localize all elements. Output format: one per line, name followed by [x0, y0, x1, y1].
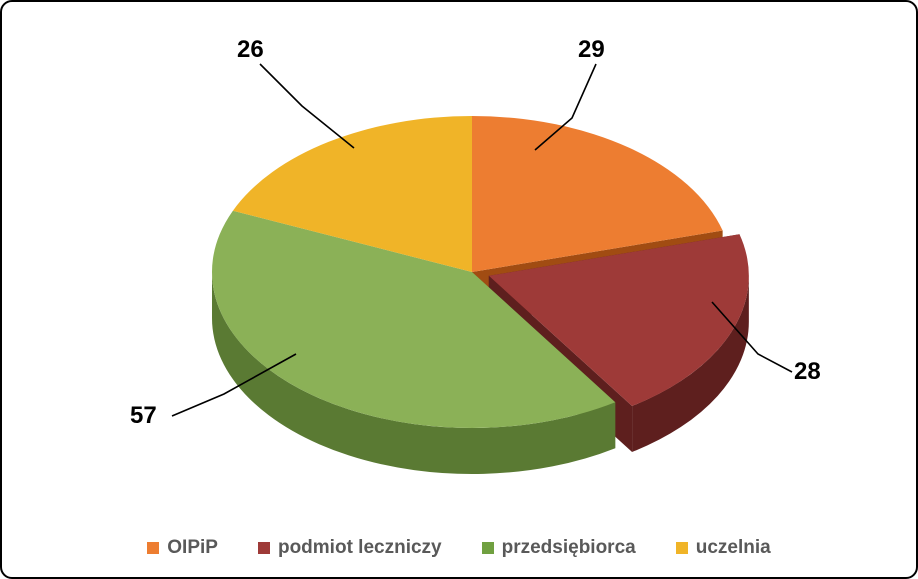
legend-swatch-icon	[147, 542, 159, 554]
legend-swatch-icon	[482, 542, 494, 554]
legend-item-przedsiebiorca: przedsiębiorca	[482, 537, 636, 559]
callout-line	[260, 64, 354, 148]
legend: OIPiP podmiot leczniczy przedsiębiorca u…	[2, 537, 916, 559]
chart-card: 29 28 57 26 OIPiP podmiot leczniczy prze…	[0, 0, 918, 579]
data-label-przedsiebiorca: 57	[130, 402, 157, 430]
legend-label: OIPiP	[167, 537, 218, 559]
data-label-oipip: 29	[578, 36, 605, 64]
pie-svg	[2, 2, 918, 579]
legend-item-uczelnia: uczelnia	[676, 537, 771, 559]
legend-label: przedsiębiorca	[502, 537, 636, 559]
pie-chart: 29 28 57 26	[2, 2, 916, 577]
data-label-podmiot: 28	[794, 358, 821, 386]
legend-label: podmiot leczniczy	[278, 537, 442, 559]
legend-swatch-icon	[258, 542, 270, 554]
data-label-uczelnia: 26	[237, 36, 264, 64]
legend-item-oipip: OIPiP	[147, 537, 218, 559]
legend-item-podmiot: podmiot leczniczy	[258, 537, 442, 559]
legend-swatch-icon	[676, 542, 688, 554]
legend-label: uczelnia	[696, 537, 771, 559]
